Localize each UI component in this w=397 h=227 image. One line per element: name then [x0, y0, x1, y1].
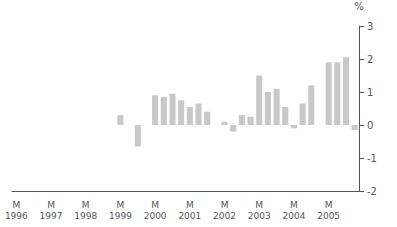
svg-text:M: M [290, 200, 298, 210]
svg-text:M: M [151, 200, 159, 210]
svg-text:M: M [12, 200, 20, 210]
svg-text:2005: 2005 [317, 211, 340, 221]
svg-text:-2: -2 [367, 186, 377, 197]
svg-text:1998: 1998 [74, 211, 97, 221]
svg-text:0: 0 [367, 120, 373, 131]
svg-text:M: M [82, 200, 90, 210]
svg-text:2002: 2002 [213, 211, 236, 221]
svg-text:M: M [186, 200, 194, 210]
svg-text:1996: 1996 [5, 211, 28, 221]
svg-text:M: M [221, 200, 229, 210]
svg-text:1999: 1999 [109, 211, 132, 221]
svg-text:%: % [354, 1, 364, 12]
svg-text:M: M [47, 200, 55, 210]
svg-text:2003: 2003 [248, 211, 271, 221]
svg-text:2001: 2001 [178, 211, 201, 221]
svg-text:1997: 1997 [40, 211, 63, 221]
svg-text:M: M [255, 200, 263, 210]
svg-text:2004: 2004 [282, 211, 305, 221]
svg-text:M: M [325, 200, 333, 210]
svg-text:M: M [117, 200, 125, 210]
svg-text:3: 3 [367, 21, 373, 32]
svg-text:2: 2 [367, 54, 373, 65]
svg-text:2000: 2000 [144, 211, 167, 221]
svg-text:-1: -1 [367, 153, 377, 164]
svg-text:1: 1 [367, 87, 373, 98]
